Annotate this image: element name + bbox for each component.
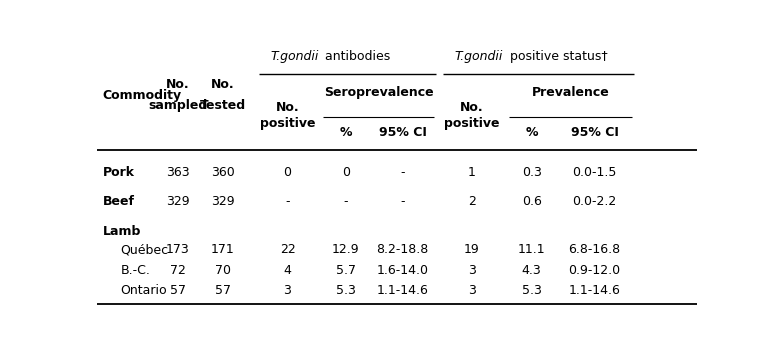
Text: 5.3: 5.3 <box>336 284 355 297</box>
Text: 3: 3 <box>467 284 475 297</box>
Text: Tested: Tested <box>200 99 246 112</box>
Text: 8.2-18.8: 8.2-18.8 <box>376 243 429 256</box>
Text: -: - <box>344 195 348 209</box>
Text: Pork: Pork <box>103 166 135 179</box>
Text: 3: 3 <box>467 264 475 277</box>
Text: 57: 57 <box>170 284 186 297</box>
Text: 0: 0 <box>283 166 292 179</box>
Text: Québec: Québec <box>121 243 169 256</box>
Text: %: % <box>526 126 538 139</box>
Text: 0.3: 0.3 <box>522 166 542 179</box>
Text: 72: 72 <box>170 264 186 277</box>
Text: -: - <box>400 166 405 179</box>
Text: T.gondii: T.gondii <box>454 50 502 63</box>
Text: 0.9-12.0: 0.9-12.0 <box>569 264 621 277</box>
Text: sampled: sampled <box>148 99 207 112</box>
Text: 329: 329 <box>166 195 190 209</box>
Text: Seroprevalence: Seroprevalence <box>324 86 433 99</box>
Text: 5.7: 5.7 <box>336 264 356 277</box>
Text: Commodity: Commodity <box>103 88 182 102</box>
Text: No.: No. <box>211 78 235 91</box>
Text: 4: 4 <box>283 264 292 277</box>
Text: 0.0-2.2: 0.0-2.2 <box>573 195 617 209</box>
Text: -: - <box>286 195 289 209</box>
Text: 1: 1 <box>467 166 475 179</box>
Text: 1.1-14.6: 1.1-14.6 <box>569 284 621 297</box>
Text: 70: 70 <box>214 264 231 277</box>
Text: 0.6: 0.6 <box>522 195 542 209</box>
Text: 329: 329 <box>211 195 235 209</box>
Text: 12.9: 12.9 <box>332 243 359 256</box>
Text: 0: 0 <box>341 166 350 179</box>
Text: antibodies: antibodies <box>320 50 390 63</box>
Text: No.: No. <box>166 78 190 91</box>
Text: Beef: Beef <box>103 195 135 209</box>
Text: positive: positive <box>444 117 499 130</box>
Text: 363: 363 <box>166 166 190 179</box>
Text: 4.3: 4.3 <box>522 264 542 277</box>
Text: Prevalence: Prevalence <box>532 86 609 99</box>
Text: No.: No. <box>460 101 484 113</box>
Text: 5.3: 5.3 <box>522 284 542 297</box>
Text: 6.8-16.8: 6.8-16.8 <box>569 243 621 256</box>
Text: positive status†: positive status† <box>505 50 608 63</box>
Text: 0.0-1.5: 0.0-1.5 <box>573 166 617 179</box>
Text: 2: 2 <box>467 195 475 209</box>
Text: Ontario: Ontario <box>121 284 167 297</box>
Text: 95% CI: 95% CI <box>378 126 426 139</box>
Text: %: % <box>340 126 352 139</box>
Text: T.gondii: T.gondii <box>270 50 318 63</box>
Text: positive: positive <box>260 117 315 130</box>
Text: 22: 22 <box>279 243 296 256</box>
Text: No.: No. <box>276 101 300 113</box>
Text: 19: 19 <box>464 243 480 256</box>
Text: 3: 3 <box>283 284 292 297</box>
Text: 173: 173 <box>166 243 190 256</box>
Text: 1.6-14.0: 1.6-14.0 <box>377 264 429 277</box>
Text: Lamb: Lamb <box>103 225 141 238</box>
Text: -: - <box>400 195 405 209</box>
Text: B.-C.: B.-C. <box>121 264 151 277</box>
Text: 360: 360 <box>211 166 235 179</box>
Text: 1.1-14.6: 1.1-14.6 <box>377 284 429 297</box>
Text: 171: 171 <box>211 243 235 256</box>
Text: 95% CI: 95% CI <box>570 126 618 139</box>
Text: 11.1: 11.1 <box>518 243 546 256</box>
Text: 57: 57 <box>214 284 231 297</box>
